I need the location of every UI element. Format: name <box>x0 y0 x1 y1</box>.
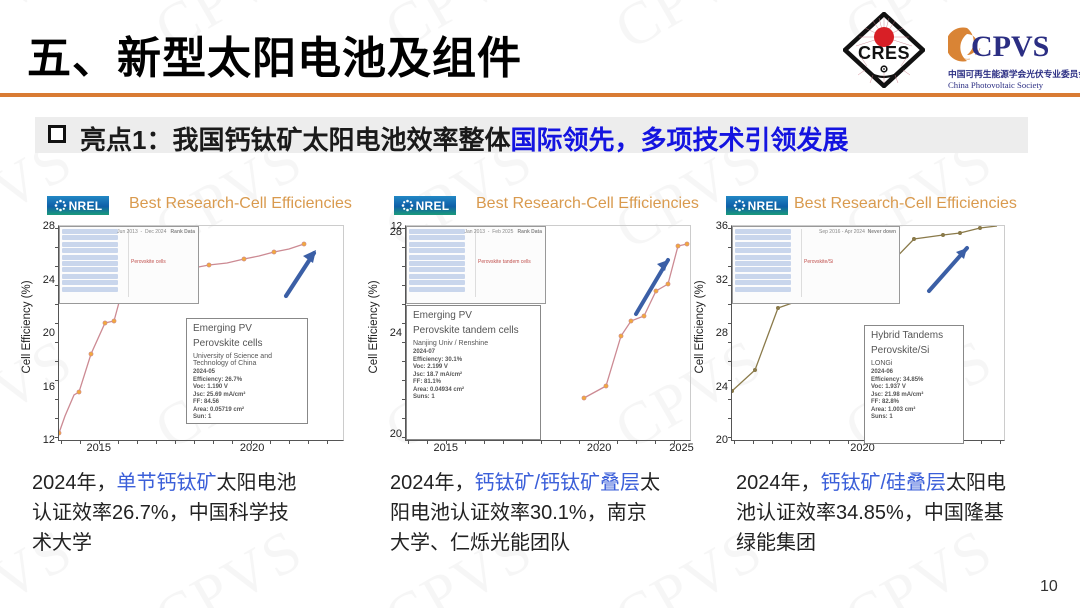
svg-text:CRES: CRES <box>858 43 910 63</box>
svg-text:CPVS: CPVS <box>971 30 1049 63</box>
